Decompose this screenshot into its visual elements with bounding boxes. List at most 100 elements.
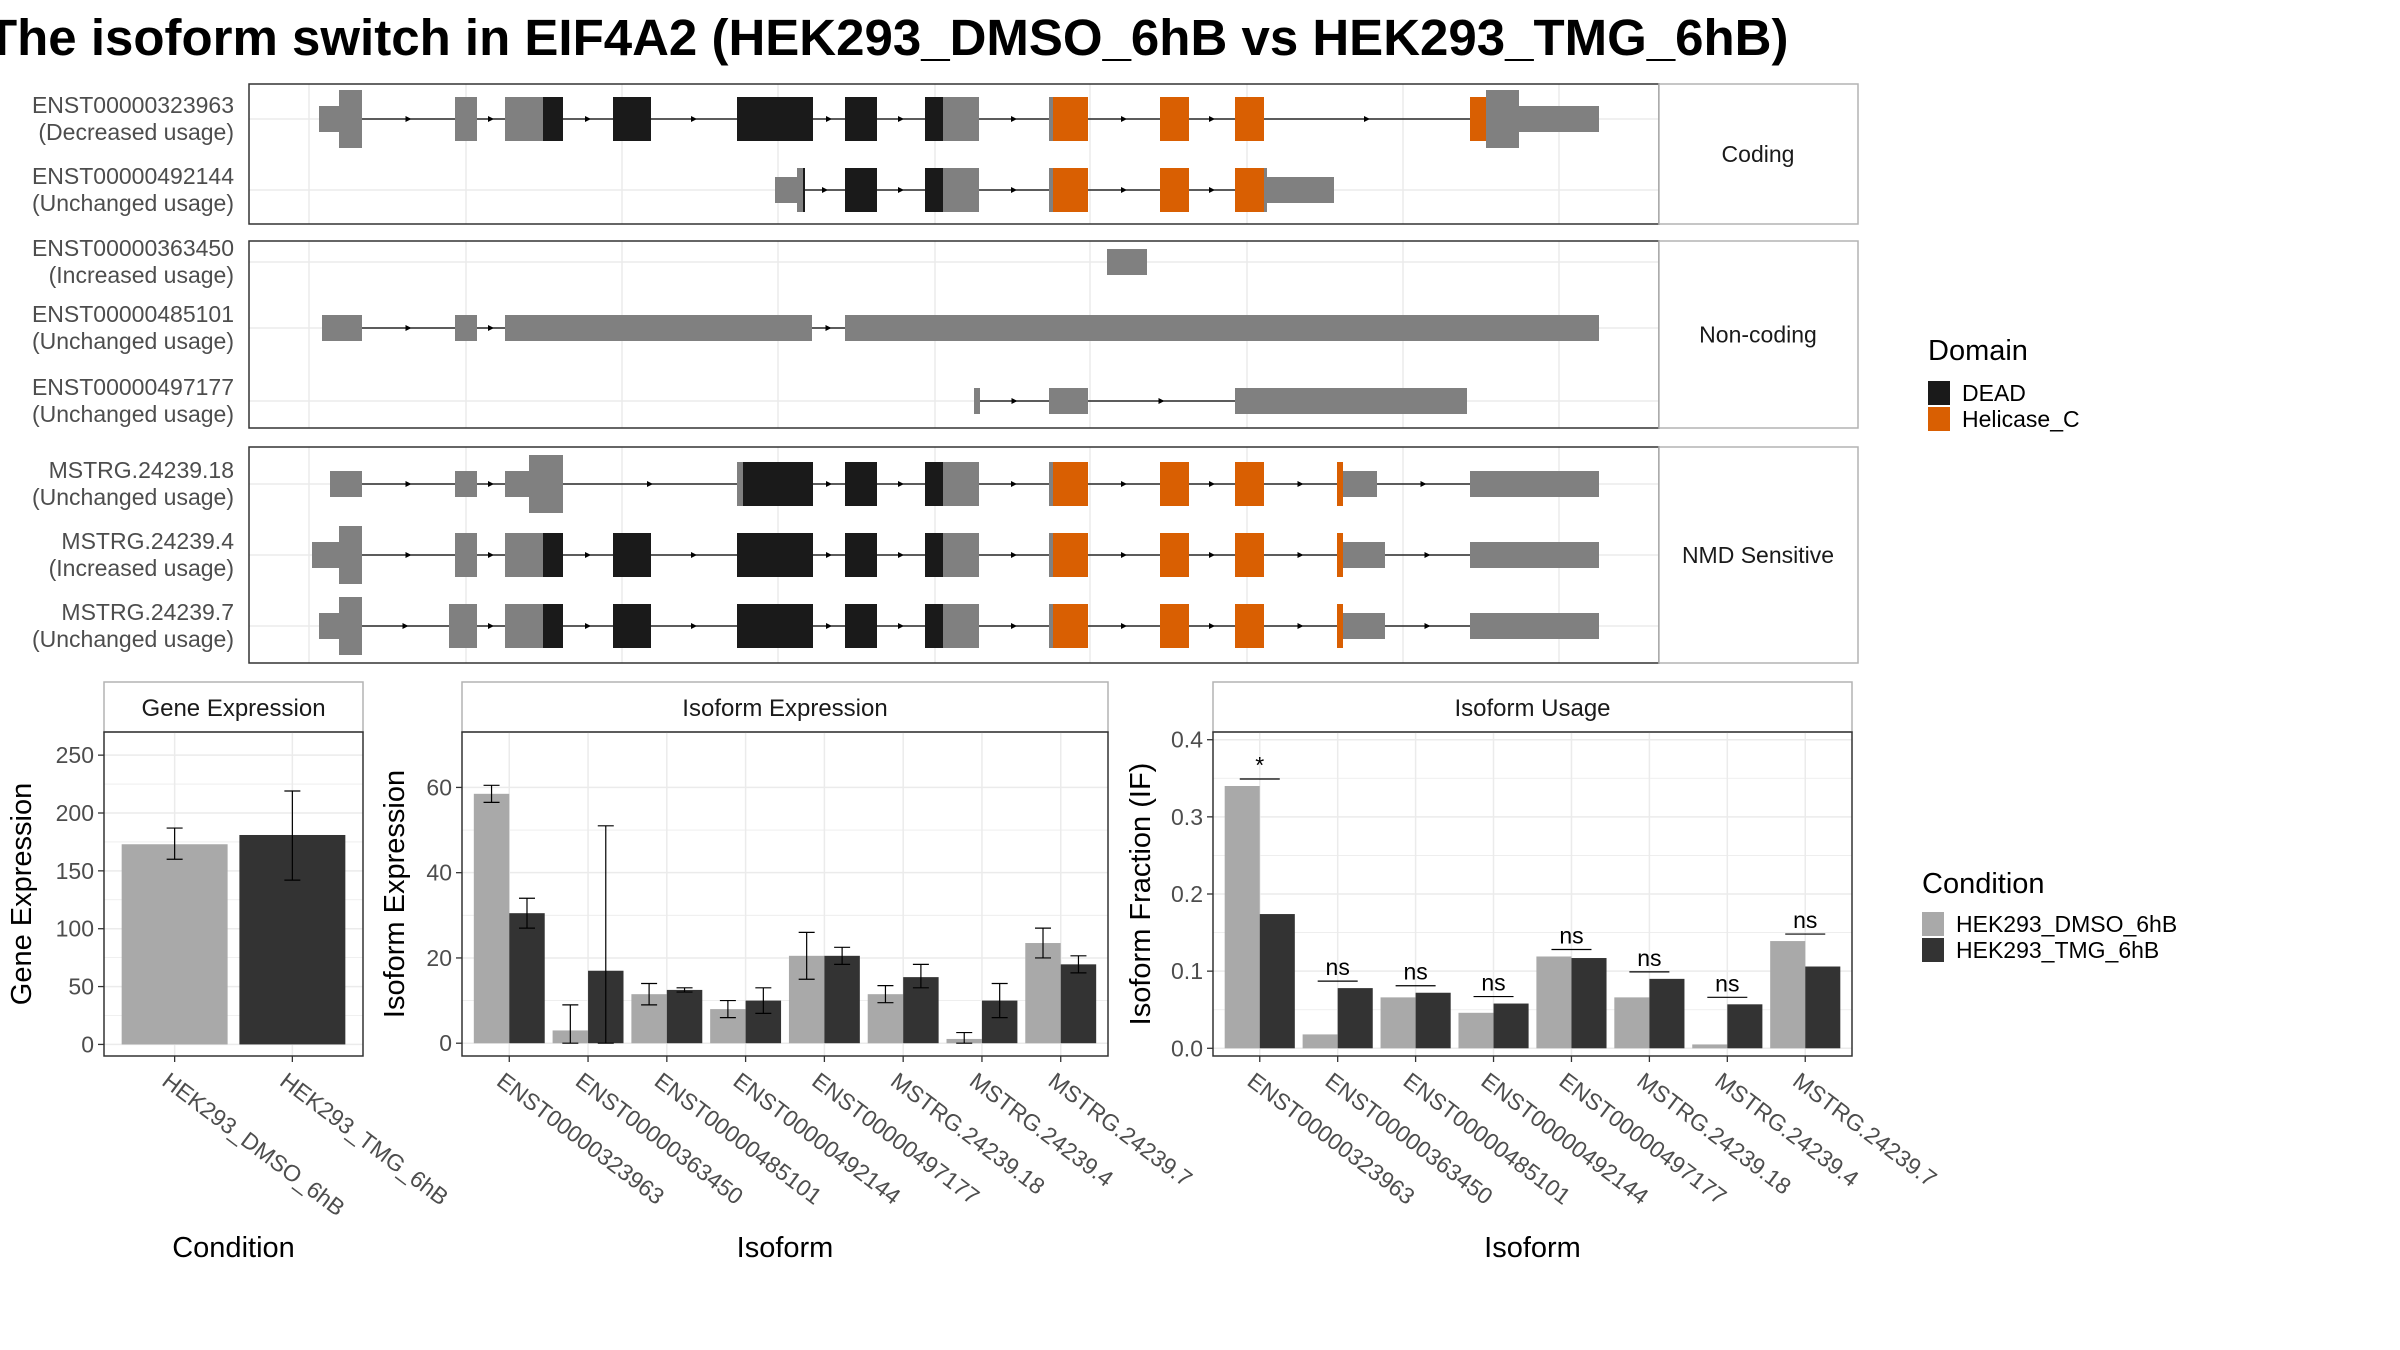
chart-title: Isoform Usage	[1454, 695, 1610, 722]
strand-arrow-icon	[1297, 481, 1304, 487]
exon	[797, 168, 803, 212]
exon	[613, 604, 651, 648]
legend-title: Domain	[1928, 335, 2028, 367]
exon	[1160, 462, 1189, 506]
bar	[1337, 988, 1373, 1049]
y-tick-label: 150	[56, 858, 94, 884]
exon	[322, 315, 362, 341]
exon	[1049, 604, 1053, 648]
figure-title: The isoform switch in EIF4A2 (HEK293_DMS…	[0, 9, 1789, 66]
transcript-id-label: MSTRG.24239.18	[49, 457, 234, 483]
strand-arrow-icon	[488, 325, 494, 331]
strand-arrow-icon	[1121, 623, 1127, 629]
strand-arrow-icon	[1011, 398, 1018, 404]
facet-strip	[103, 681, 364, 733]
legend-label: HEK293_TMG_6hB	[1956, 937, 2159, 963]
exon	[1053, 168, 1088, 212]
bar	[1302, 1034, 1338, 1049]
exon	[943, 604, 979, 648]
bar	[1380, 997, 1416, 1049]
x-axis-title: Condition	[172, 1232, 295, 1264]
strand-arrow-icon	[1209, 552, 1215, 558]
strand-arrow-icon	[647, 481, 653, 487]
bar	[1415, 992, 1451, 1049]
exon	[339, 597, 362, 655]
significance-label: ns	[1793, 907, 1817, 933]
exon	[319, 106, 339, 132]
exon	[775, 177, 797, 203]
transcript-id-label: MSTRG.24239.7	[61, 599, 234, 625]
bar	[1571, 958, 1607, 1049]
exon	[737, 462, 743, 506]
bar	[121, 844, 228, 1045]
exon	[613, 533, 651, 577]
title-clip	[1878, 0, 2400, 95]
transcript-usage-label: (Increased usage)	[49, 555, 234, 581]
strand-arrow-icon	[488, 552, 494, 558]
strand-arrow-icon	[898, 116, 904, 122]
y-tick-label: 0.1	[1171, 958, 1203, 984]
exon	[1160, 97, 1189, 141]
facet-strip-label: Coding	[1722, 141, 1795, 167]
strand-arrow-icon	[691, 552, 697, 558]
bar	[1614, 997, 1650, 1049]
legend-label: HEK293_DMSO_6hB	[1956, 911, 2177, 937]
x-axis-title: Isoform	[1484, 1232, 1581, 1264]
exon	[1160, 533, 1189, 577]
legend-swatch	[1922, 912, 1944, 936]
strand-arrow-icon	[1011, 623, 1017, 629]
strand-arrow-icon	[1209, 623, 1215, 629]
y-tick-label: 250	[56, 742, 94, 768]
y-tick-label: 0	[439, 1030, 452, 1056]
transcript-panel-coding: ENST00000323963(Decreased usage) ENST0000…	[32, 83, 1859, 225]
exon	[1235, 168, 1264, 212]
exon	[1470, 471, 1599, 497]
exon	[845, 97, 877, 141]
exon	[845, 315, 1599, 341]
panel-border	[103, 731, 364, 1057]
bar	[509, 913, 545, 1044]
x-tick-label: MSTRG.24239.7	[1788, 1067, 1941, 1192]
strand-arrow-icon	[405, 116, 412, 122]
strand-arrow-icon	[405, 552, 412, 558]
bar	[1259, 914, 1295, 1049]
transcript-usage-label: (Decreased usage)	[38, 119, 234, 145]
exon	[943, 533, 979, 577]
strand-arrow-icon	[1209, 116, 1215, 122]
exon	[1343, 471, 1377, 497]
strand-arrow-icon	[1011, 187, 1017, 193]
bar	[1025, 943, 1061, 1044]
chart-title: Isoform Expression	[682, 695, 887, 722]
y-axis-title: Isoform Fraction (IF)	[1125, 763, 1157, 1026]
exon	[925, 97, 943, 141]
strand-arrow-icon	[1424, 552, 1431, 558]
transcript-id-label: ENST00000492144	[32, 163, 234, 189]
strand-arrow-icon	[691, 623, 697, 629]
strand-arrow-icon	[825, 325, 832, 331]
strand-arrow-icon	[826, 116, 832, 122]
strand-arrow-icon	[1121, 187, 1127, 193]
exon	[737, 97, 813, 141]
exon	[543, 97, 563, 141]
bar	[1536, 956, 1572, 1049]
strand-arrow-icon	[1364, 116, 1370, 122]
exon	[1267, 177, 1334, 203]
y-tick-label: 100	[56, 916, 94, 942]
bar	[824, 955, 860, 1044]
strand-arrow-icon	[1297, 552, 1304, 558]
strand-arrow-icon	[488, 116, 494, 122]
exon	[1235, 462, 1264, 506]
strand-arrow-icon	[1158, 398, 1165, 404]
x-tick-label: MSTRG.24239.7	[1044, 1067, 1197, 1192]
exon	[330, 471, 362, 497]
exon	[505, 533, 543, 577]
exon	[543, 604, 563, 648]
legend-title: Condition	[1922, 868, 2045, 900]
transcript-usage-label: (Unchanged usage)	[32, 626, 234, 652]
exon	[974, 388, 980, 414]
significance-label: ns	[1637, 945, 1661, 971]
strand-arrow-icon	[1121, 116, 1127, 122]
bar	[666, 989, 703, 1044]
significance-label: ns	[1559, 922, 1583, 948]
